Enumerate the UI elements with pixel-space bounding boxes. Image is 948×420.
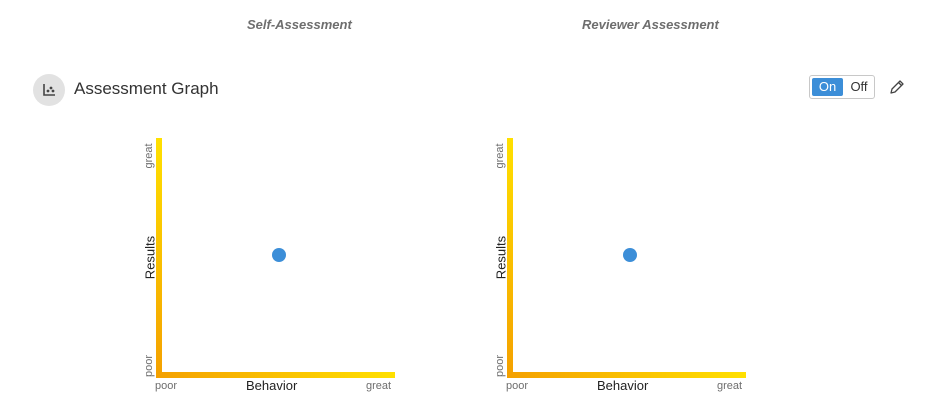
x-tick-label: poor — [506, 380, 529, 392]
y-tick-label: great — [143, 143, 155, 169]
y-tick-label: great — [494, 143, 506, 169]
reviewer-assessment-header: Reviewer Assessment — [582, 17, 719, 32]
reviewer-assessment-chart: great poor poor great Behavior Results — [491, 138, 751, 400]
data-point — [271, 248, 286, 262]
self-assessment-header: Self-Assessment — [247, 17, 352, 32]
y-axis — [507, 138, 513, 378]
on-off-toggle[interactable]: On Off — [809, 75, 875, 99]
x-tick-label: great — [717, 380, 743, 392]
pencil-icon[interactable] — [888, 78, 906, 96]
y-axis-label: Results — [142, 235, 158, 280]
toggle-off-option[interactable]: Off — [850, 79, 868, 94]
x-axis-label: Behavior — [597, 378, 649, 393]
x-axis — [507, 372, 746, 378]
data-point — [622, 248, 637, 262]
y-axis-label: Results — [493, 235, 509, 280]
self-assessment-chart: great poor poor great Behavior Results — [140, 138, 400, 400]
x-axis-label: Behavior — [246, 378, 298, 393]
x-axis — [156, 372, 395, 378]
section-title: Assessment Graph — [74, 79, 219, 98]
x-tick-label: great — [366, 380, 392, 392]
y-tick-label: poor — [143, 354, 155, 378]
x-tick-label: poor — [155, 380, 178, 392]
y-tick-label: poor — [494, 354, 506, 378]
toggle-on-option[interactable]: On — [812, 78, 843, 96]
y-axis — [156, 138, 162, 378]
scatter-chart-icon — [33, 74, 65, 106]
